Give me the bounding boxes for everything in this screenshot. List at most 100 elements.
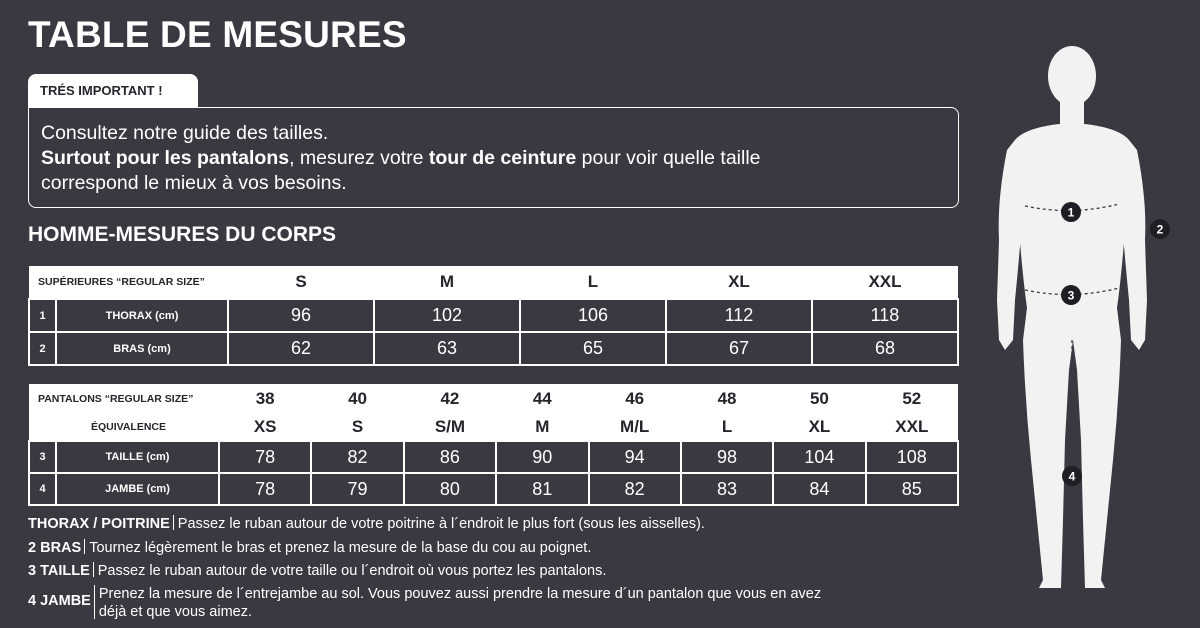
important-tab: TRÉS IMPORTANT ! bbox=[28, 74, 198, 108]
table-cell: 104 bbox=[772, 440, 867, 474]
table-row: 1 THORAX (cm) 96 102 106 112 118 bbox=[28, 298, 960, 333]
table-cell: 67 bbox=[664, 331, 813, 366]
svg-text:4: 4 bbox=[1069, 470, 1076, 484]
pants-size: 52 bbox=[865, 384, 958, 413]
legend-item-taille: 3 TAILLE Passez le ruban autour de votre … bbox=[28, 562, 606, 580]
tops-header-label: SUPÉRIEURES “REGULAR SIZE” bbox=[29, 266, 229, 299]
table-cell: 106 bbox=[518, 298, 667, 333]
equiv-size: XL bbox=[773, 413, 866, 441]
pants-header-row: PANTALONS “REGULAR SIZE” 38 40 42 44 46 … bbox=[29, 384, 958, 413]
row-label: JAMBE (cm) bbox=[55, 472, 220, 506]
body-silhouette bbox=[997, 46, 1147, 588]
chest-measure-line bbox=[1024, 203, 1120, 212]
legend-text: Prenez la mesure de l´entrejambe au sol.… bbox=[99, 585, 821, 621]
table-cell: 98 bbox=[679, 440, 775, 474]
marker-2: 2 bbox=[1150, 219, 1170, 239]
table-row: 2 BRAS (cm) 62 63 65 67 68 bbox=[28, 331, 960, 366]
table-cell: 86 bbox=[402, 440, 498, 474]
table-cell: 112 bbox=[664, 298, 813, 333]
pants-equiv-row: ÉQUIVALENCE XS S S/M M M/L L XL XXL bbox=[29, 413, 958, 441]
equiv-size: M/L bbox=[588, 413, 681, 441]
equiv-size: XS bbox=[219, 413, 312, 441]
svg-text:2: 2 bbox=[1157, 223, 1164, 237]
row-label: THORAX (cm) bbox=[54, 298, 230, 333]
equiv-label: ÉQUIVALENCE bbox=[29, 413, 219, 441]
legend-divider bbox=[93, 585, 95, 619]
row-number: 2 bbox=[28, 331, 57, 366]
notice-mid: , mesurez votre bbox=[289, 147, 429, 169]
equiv-size: XXL bbox=[865, 413, 958, 441]
tops-size: XL bbox=[665, 266, 812, 299]
legend-divider bbox=[172, 515, 174, 530]
legend-key: 3 TAILLE bbox=[28, 563, 90, 579]
pants-size: 42 bbox=[403, 384, 497, 413]
legend-divider bbox=[84, 539, 86, 554]
legend-item-thorax: THORAX / POITRINE Passez le ruban autour … bbox=[28, 515, 705, 533]
row-number: 3 bbox=[28, 440, 57, 474]
legend-item-jambe: 4 JAMBE Prenez la mesure de l´entrejambe… bbox=[28, 585, 821, 621]
table-cell: 82 bbox=[310, 440, 405, 474]
table-cell: 62 bbox=[227, 331, 375, 366]
table-cell: 90 bbox=[495, 440, 590, 474]
arm-measure-line bbox=[1154, 141, 1164, 319]
svg-text:3: 3 bbox=[1068, 289, 1075, 303]
section-title: HOMME-MESURES DU CORPS bbox=[28, 223, 337, 246]
marker-3: 3 bbox=[1061, 285, 1081, 305]
table-cell: 83 bbox=[679, 472, 775, 506]
table-row: 4 JAMBE (cm) 78 79 80 81 82 83 84 85 bbox=[28, 472, 960, 506]
tops-size: L bbox=[519, 266, 666, 299]
tops-size: XXL bbox=[811, 266, 958, 299]
notice-bold-2: tour de ceinture bbox=[428, 147, 577, 169]
pants-size: 50 bbox=[773, 384, 866, 413]
svg-text:1: 1 bbox=[1068, 206, 1075, 220]
marker-4: 4 bbox=[1062, 466, 1082, 486]
pants-size-table: PANTALONS “REGULAR SIZE” 38 40 42 44 46 … bbox=[28, 384, 960, 506]
legend-item-bras: 2 BRAS Tournez légèrement le bras et pren… bbox=[28, 539, 591, 557]
legend-divider bbox=[92, 562, 94, 577]
legend-text: Passez le ruban autour de votre taille o… bbox=[97, 563, 607, 579]
notice-bold-1: Surtout pour les pantalons bbox=[41, 147, 290, 169]
table-cell: 82 bbox=[587, 472, 682, 506]
table-cell: 118 bbox=[810, 298, 960, 333]
notice-line-1: Consultez notre guide des tailles. bbox=[41, 122, 329, 144]
table-cell: 81 bbox=[495, 472, 590, 506]
pants-size: 38 bbox=[219, 384, 312, 413]
table-cell: 80 bbox=[402, 472, 498, 506]
pants-header-label: PANTALONS “REGULAR SIZE” bbox=[29, 384, 219, 413]
notice-box: Consultez notre guide des tailles. Surto… bbox=[28, 107, 959, 208]
equiv-size: M bbox=[496, 413, 589, 441]
pants-size: 44 bbox=[496, 384, 589, 413]
waist-measure-line bbox=[1024, 287, 1120, 296]
table-cell: 96 bbox=[227, 298, 375, 333]
legend-text-line: Prenez la mesure de l´entrejambe au sol.… bbox=[98, 586, 822, 602]
row-number: 1 bbox=[28, 298, 57, 333]
equiv-size: S bbox=[311, 413, 404, 441]
table-cell: 79 bbox=[310, 472, 405, 506]
row-label: BRAS (cm) bbox=[54, 331, 230, 366]
tops-size: M bbox=[374, 266, 520, 299]
page-title: TABLE DE MESURES bbox=[28, 14, 407, 55]
table-row: 3 TAILLE (cm) 78 82 86 90 94 98 104 108 bbox=[28, 440, 960, 474]
tops-header-row: SUPÉRIEURES “REGULAR SIZE” S M L XL XXL bbox=[29, 266, 958, 299]
pants-size: 48 bbox=[680, 384, 774, 413]
notice-end: pour voir quelle taille bbox=[576, 147, 761, 169]
legend-key: 4 JAMBE bbox=[28, 593, 91, 609]
notice-line-2: Surtout pour les pantalons, mesurez votr… bbox=[41, 146, 946, 171]
legend-text: Tournez légèrement le bras et prenez la … bbox=[89, 540, 592, 556]
table-cell: 78 bbox=[217, 472, 313, 506]
row-label: TAILLE (cm) bbox=[55, 440, 220, 474]
legend-key: THORAX / POITRINE bbox=[28, 516, 170, 532]
pants-size: 46 bbox=[588, 384, 681, 413]
marker-1: 1 bbox=[1061, 202, 1081, 222]
table-cell: 68 bbox=[810, 331, 960, 366]
legend-key: 2 BRAS bbox=[28, 540, 82, 556]
table-cell: 84 bbox=[772, 472, 867, 506]
tops-size-table: SUPÉRIEURES “REGULAR SIZE” S M L XL XXL … bbox=[28, 266, 960, 366]
table-cell: 63 bbox=[373, 331, 521, 366]
equiv-size: S/M bbox=[403, 413, 497, 441]
tops-size: S bbox=[228, 266, 374, 299]
notice-line-3: correspond le mieux à vos besoins. bbox=[41, 172, 347, 194]
table-cell: 78 bbox=[217, 440, 313, 474]
table-cell: 108 bbox=[864, 440, 960, 474]
pants-size: 40 bbox=[311, 384, 404, 413]
